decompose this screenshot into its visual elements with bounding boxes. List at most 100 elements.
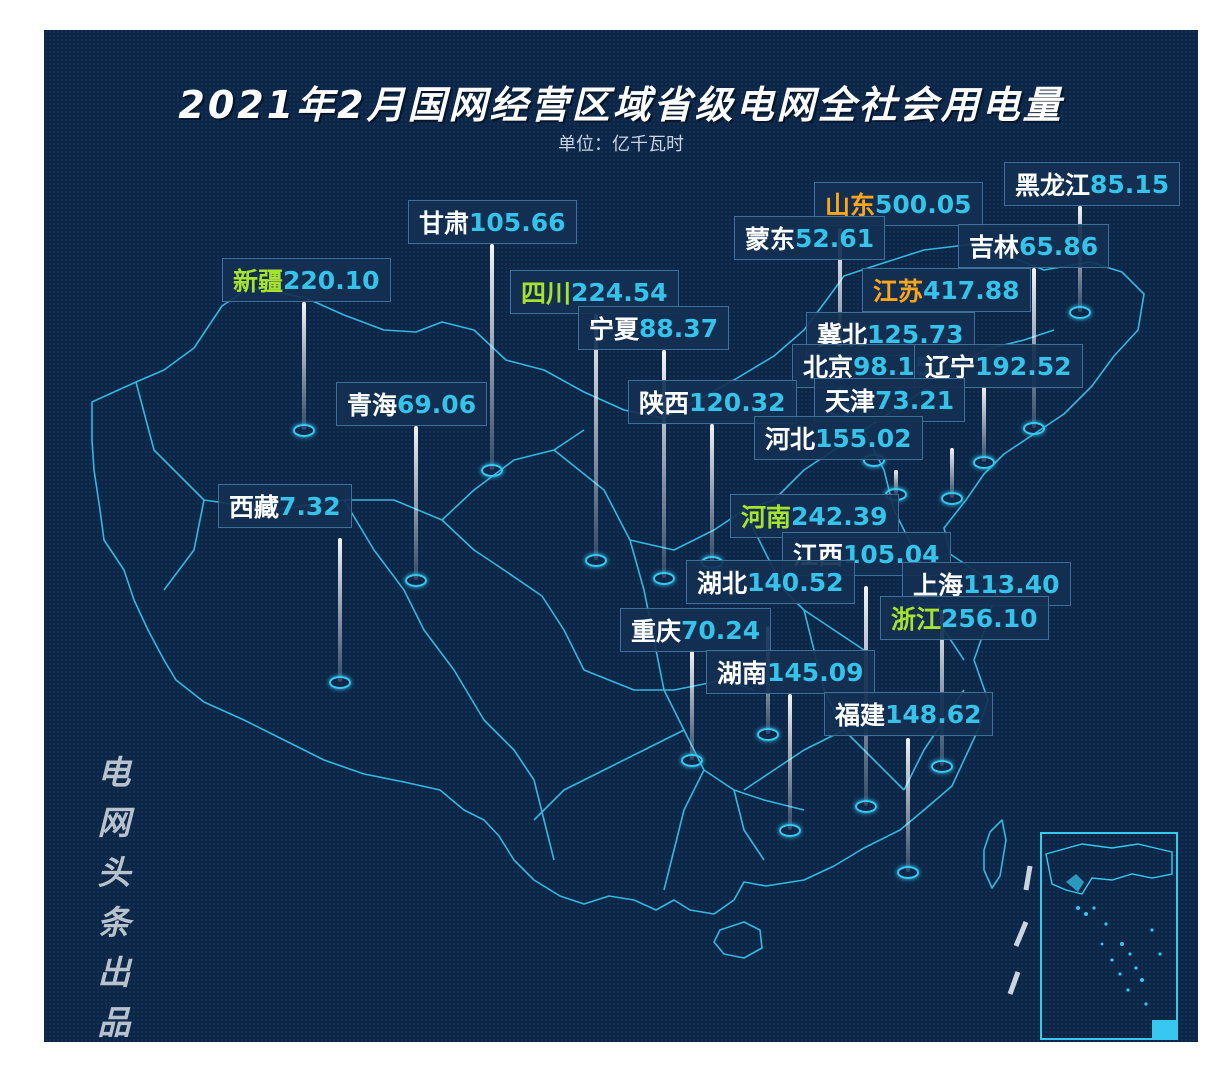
province-name: 山东 — [825, 191, 876, 220]
province-label-henan: 河南 242.39 — [730, 494, 899, 538]
province-name: 上海 — [913, 571, 964, 600]
province-label-shaanxi: 陕西 120.32 — [628, 380, 797, 424]
province-name: 北京 — [803, 353, 854, 382]
location-marker — [481, 464, 503, 477]
province-label-jilin: 吉林 65.86 — [958, 224, 1110, 268]
province-label-chongqing: 重庆 70.24 — [620, 608, 772, 652]
label-stem — [788, 694, 792, 830]
coast-dash-2 — [1013, 921, 1029, 947]
province-value: 145.09 — [767, 657, 864, 687]
province-name: 甘肃 — [419, 209, 470, 238]
label-stem — [710, 424, 714, 562]
province-label-jiangsu: 江苏 417.88 — [862, 268, 1031, 312]
label-stem — [302, 302, 306, 430]
province-name: 辽宁 — [925, 353, 976, 382]
province-name: 青海 — [347, 391, 398, 420]
province-value: 242.39 — [791, 501, 888, 531]
label-stem — [982, 386, 986, 462]
location-marker — [1069, 306, 1091, 319]
province-value: 105.66 — [469, 207, 566, 237]
coast-dash-1 — [1007, 971, 1021, 995]
province-name: 河北 — [765, 425, 816, 454]
south-china-sea-inset — [1040, 832, 1178, 1040]
label-stem — [338, 538, 342, 682]
label-stem — [414, 426, 418, 580]
province-label-ningxia: 宁夏 88.37 — [578, 306, 730, 350]
province-value: 125.73 — [867, 319, 964, 349]
province-value: 120.32 — [689, 387, 786, 417]
unit-label: 单位：亿千瓦时 — [558, 134, 684, 155]
province-label-fujian: 福建 148.62 — [824, 692, 993, 736]
province-name: 浙江 — [891, 605, 942, 634]
province-value: 88.37 — [639, 313, 719, 343]
province-label-heilongjiang: 黑龙江 85.15 — [1004, 162, 1181, 206]
inset-map — [1045, 843, 1176, 1038]
label-stem — [594, 314, 598, 560]
province-label-zhejiang: 浙江 256.10 — [880, 596, 1049, 640]
province-value: 192.52 — [975, 351, 1072, 381]
province-value: 7.32 — [279, 491, 341, 521]
location-marker — [585, 554, 607, 567]
label-stem — [906, 738, 910, 872]
province-name: 湖南 — [717, 659, 768, 688]
province-value: 224.54 — [571, 277, 668, 307]
province-name: 重庆 — [631, 617, 682, 646]
province-label-gansu: 甘肃 105.66 — [408, 200, 577, 244]
location-marker — [681, 754, 703, 767]
label-stem — [690, 650, 694, 760]
province-name: 蒙东 — [745, 225, 796, 254]
location-marker — [653, 572, 675, 585]
province-label-xizang: 西藏 7.32 — [218, 484, 352, 528]
location-marker — [293, 424, 315, 437]
label-stem — [940, 610, 944, 766]
province-value: 500.05 — [875, 189, 972, 219]
location-marker — [405, 574, 427, 587]
location-marker — [779, 824, 801, 837]
province-label-mengdong: 蒙东 52.61 — [734, 216, 886, 260]
province-label-xinjiang: 新疆 220.10 — [222, 258, 391, 302]
province-value: 220.10 — [283, 265, 380, 295]
province-value: 65.86 — [1019, 231, 1099, 261]
province-value: 73.21 — [875, 385, 955, 415]
label-stem — [662, 350, 666, 578]
province-name: 湖北 — [697, 569, 748, 598]
province-value: 155.02 — [815, 423, 912, 453]
province-value: 417.88 — [923, 275, 1020, 305]
province-label-hubei: 湖北 140.52 — [686, 560, 855, 604]
province-name: 吉林 — [969, 233, 1020, 262]
taiwan-island — [983, 819, 1007, 889]
province-name: 河南 — [741, 503, 792, 532]
province-label-qinghai: 青海 69.06 — [336, 382, 488, 426]
province-name: 陕西 — [639, 389, 690, 418]
province-label-hebei: 河北 155.02 — [754, 416, 923, 460]
location-marker — [941, 492, 963, 505]
province-label-jiangxi: 江西 105.04 — [782, 532, 951, 576]
province-value: 113.40 — [963, 569, 1060, 599]
province-label-hunan: 湖南 145.09 — [706, 650, 875, 694]
location-marker — [757, 728, 779, 741]
location-marker — [329, 676, 351, 689]
producer-credit: 电网头条出品 — [97, 753, 131, 1042]
location-marker — [855, 800, 877, 813]
province-value: 140.52 — [747, 567, 844, 597]
province-name: 福建 — [835, 701, 886, 730]
coast-dash-3 — [1023, 865, 1033, 891]
hainan-island — [713, 921, 763, 959]
province-name: 黑龙江 — [1015, 171, 1091, 200]
province-value: 69.06 — [397, 389, 477, 419]
province-name: 宁夏 — [589, 315, 640, 344]
province-name: 西藏 — [229, 493, 280, 522]
province-value: 52.61 — [795, 223, 875, 253]
location-marker — [1023, 422, 1045, 435]
location-marker — [973, 456, 995, 469]
province-name: 新疆 — [233, 267, 284, 296]
location-marker — [931, 760, 953, 773]
province-value: 148.62 — [885, 699, 982, 729]
province-name: 江苏 — [873, 277, 924, 306]
label-stem — [490, 244, 494, 470]
province-name: 四川 — [521, 279, 572, 308]
location-marker — [897, 866, 919, 879]
label-stem — [894, 470, 898, 494]
province-label-tianjin: 天津 73.21 — [814, 378, 966, 422]
province-name: 天津 — [825, 387, 876, 416]
